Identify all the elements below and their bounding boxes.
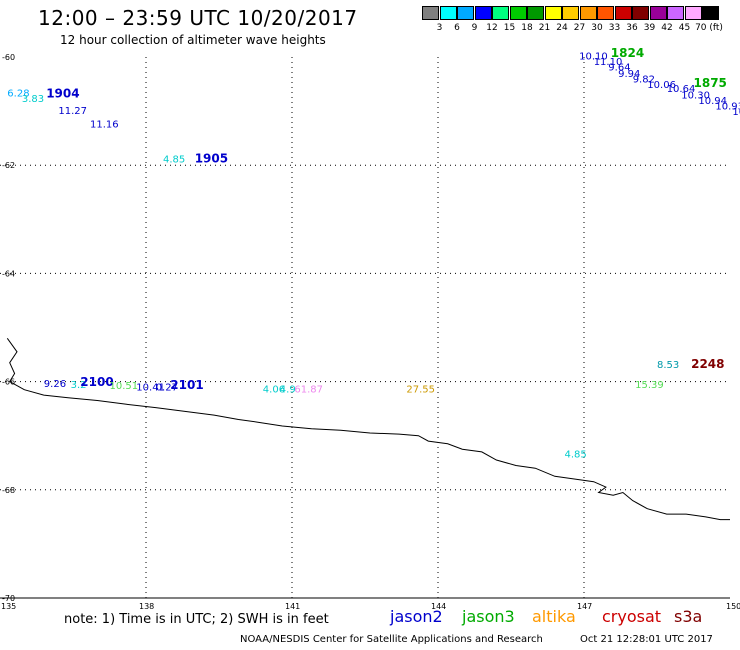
lon-tick-label: 141 <box>285 602 300 611</box>
scale-label: 21 <box>538 23 551 33</box>
lon-tick-label: 135 <box>1 602 16 611</box>
scale-swatch <box>579 6 597 20</box>
wave-height-value: 15.39 <box>635 380 664 391</box>
footer-credit: NOAA/NESDIS Center for Satellite Applica… <box>240 634 543 645</box>
pass-time-label: 2101 <box>170 378 203 392</box>
wave-height-value: 3.83 <box>22 94 44 105</box>
wave-height-value: 10.06 <box>647 80 676 91</box>
lat-tick-label: -60 <box>2 53 15 62</box>
scale-swatch <box>614 6 632 20</box>
wave-height-value: 61.87 <box>294 384 323 395</box>
scale-label: 18 <box>521 23 533 33</box>
lon-tick-label: 144 <box>431 602 446 611</box>
scale-swatch <box>632 6 649 20</box>
scale-swatch <box>492 6 509 20</box>
lat-tick-label: -68 <box>2 486 15 495</box>
wave-height-value: 11.27 <box>58 106 87 117</box>
scale-swatch <box>439 6 457 20</box>
scale-label: 36 <box>626 23 638 33</box>
wave-height-value: 3.2 <box>71 380 87 391</box>
lat-tick-label: -70 <box>2 594 15 603</box>
wave-height-value: 11.16 <box>90 119 119 130</box>
wave-height-value: 9.94 <box>618 69 640 80</box>
lat-tick-label: -64 <box>2 269 15 278</box>
wave-height-value: 0.27 <box>156 382 178 393</box>
pass-time-label: 1824 <box>611 46 644 60</box>
scale-label: 3 <box>436 23 443 33</box>
mission-cryosat: cryosat <box>602 607 662 626</box>
wave-height-value: 11.10 <box>594 57 623 68</box>
wave-height-value: 27.55 <box>406 384 435 395</box>
scale-swatch <box>702 6 719 20</box>
wave-height-value: 10.10 <box>579 52 608 63</box>
wave-height-value: 10.41 <box>136 382 165 393</box>
wave-height-value: 9.64 <box>608 63 630 74</box>
lon-tick-label: 138 <box>139 602 154 611</box>
wave-height-value: 4.85 <box>565 449 587 460</box>
wave-height-value: 4.85 <box>163 155 185 166</box>
scale-label: 45 <box>678 23 691 33</box>
coastline <box>6 338 730 521</box>
map-subtitle: 12 hour collection of altimeter wave hei… <box>60 33 326 47</box>
wave-height-value: 10.93 <box>715 102 740 113</box>
scale-label: 6 <box>454 23 460 33</box>
scale-swatch <box>597 6 614 20</box>
antarctic-coastline <box>6 338 730 521</box>
wave-height-value: 10.94 <box>698 96 727 107</box>
lon-tick-label: 147 <box>577 602 592 611</box>
pass-time-label: 1875 <box>694 76 727 90</box>
mission-s3a: s3a <box>674 607 703 626</box>
pass-time-label: 2248 <box>691 357 724 371</box>
scale-label: 27 <box>573 23 586 33</box>
scale-swatch <box>474 6 492 20</box>
lat-tick-label: -62 <box>2 161 15 170</box>
scale-swatch <box>667 6 684 20</box>
scale-label: 30 <box>591 23 603 33</box>
scale-label: 42 <box>661 23 673 33</box>
wave-height-value: 6.28 <box>7 89 29 100</box>
scale-label: 24 <box>556 23 568 33</box>
scale-label: 15 <box>503 23 516 33</box>
footer-note: note: 1) Time is in UTC; 2) SWH is in fe… <box>64 612 329 627</box>
scale-swatch <box>544 6 562 20</box>
wave-height-value: 4.9 <box>280 384 296 395</box>
scale-label: 39 <box>643 23 656 33</box>
pass-time-label: 2100 <box>80 375 113 389</box>
pass-time-label: 1905 <box>195 152 228 166</box>
mission-jason3: jason3 <box>462 607 515 626</box>
graticule-grid <box>0 57 730 599</box>
scale-swatch <box>684 6 702 20</box>
mission-jason2: jason2 <box>390 607 443 626</box>
wave-height-value: 9.82 <box>633 74 655 85</box>
scale-swatch <box>457 6 474 20</box>
scale-swatch <box>562 6 579 20</box>
wave-height-value: 10.30 <box>681 91 710 102</box>
wave-height-value: 9.26 <box>44 379 66 390</box>
scale-label: 9 <box>471 23 478 33</box>
wave-height-value: 10.51 <box>110 381 139 392</box>
scale-swatch <box>649 6 667 20</box>
lat-tick-label: -66 <box>2 378 15 387</box>
scale-label: 12 <box>486 23 498 33</box>
lon-tick-label: 150 <box>726 602 740 611</box>
scale-label: 33 <box>608 23 621 33</box>
pass-time-label: 1904 <box>46 87 79 101</box>
footer-timestamp: Oct 21 12:28:01 UTC 2017 <box>580 634 713 645</box>
scale-label: 70 (ft) <box>695 23 723 33</box>
wave-height-value: 8.53 <box>657 360 679 371</box>
scale-swatch <box>527 6 544 20</box>
wave-height-value: 10.64 <box>667 84 696 95</box>
scale-swatch <box>509 6 527 20</box>
map-title: 12:00 – 23:59 UTC 10/20/2017 <box>38 6 358 30</box>
wave-height-value: 4.06 <box>263 384 285 395</box>
mission-altika: altika <box>532 607 576 626</box>
wave-height-value: 10.83 <box>732 107 740 118</box>
scale-swatch <box>422 6 439 20</box>
